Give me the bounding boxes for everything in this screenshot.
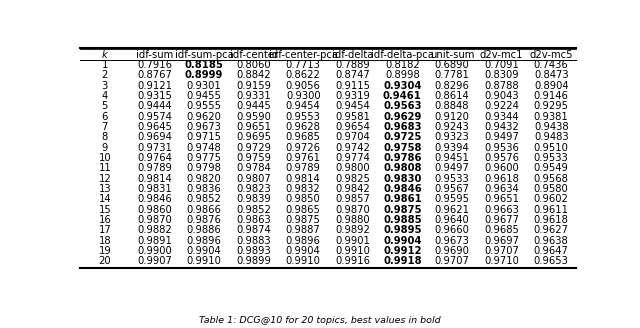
Text: Table 1: DCG@10 for 20 topics, best values in bold: Table 1: DCG@10 for 20 topics, best valu… — [199, 316, 441, 325]
